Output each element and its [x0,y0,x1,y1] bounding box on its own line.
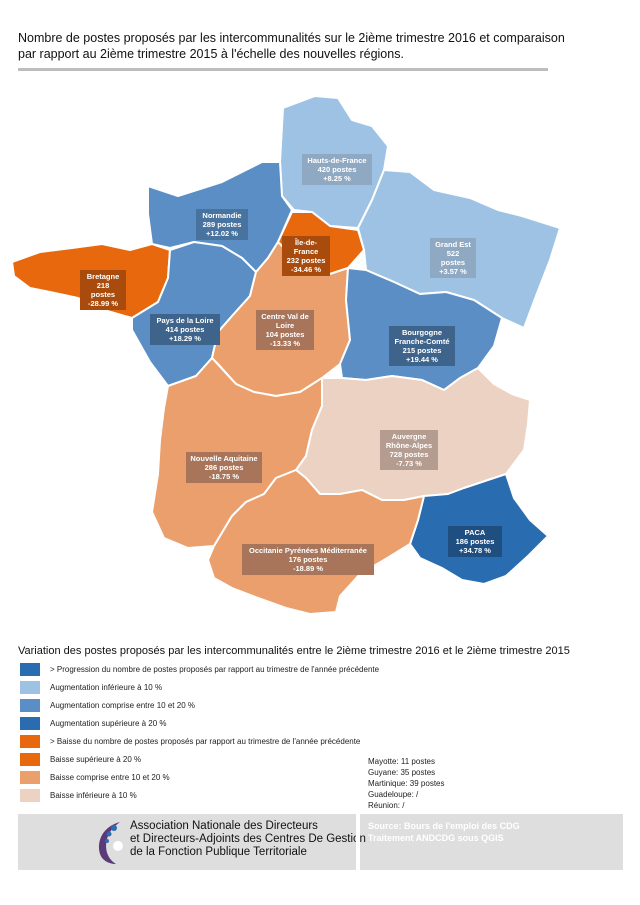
region-label-paca: PACA 186 postes +34.78 % [448,526,502,557]
association-name: Association Nationale des Directeurs et … [130,820,366,859]
legend-item: Baisse supérieure à 20 % [20,752,141,766]
region-name: Bourgogne Franche-Comté [394,328,450,346]
overseas-item: Martinique: 39 postes [368,779,445,788]
assoc-line: de la Fonction Publique Territoriale [130,846,307,858]
map-title: Nombre de postes proposés par les interc… [18,31,565,61]
region-variation: +19.44 % [406,355,438,364]
region-name: Nouvelle Aquitaine [190,454,258,463]
region-postes: 522 postes [440,249,466,267]
region-postes: 420 postes [317,165,357,174]
legend-label: Augmentation inférieure à 10 % [50,682,163,692]
region-postes: 728 postes [389,450,429,459]
legend-label: Baisse comprise entre 10 et 20 % [50,772,170,782]
legend-label: > Progression du nombre de postes propos… [50,664,380,674]
region-variation: +12.02 % [206,229,238,238]
region-postes: 176 postes [288,555,328,564]
region-label-auvergne-rhone-alpes: Auvergne Rhône-Alpes 728 postes -7.73 % [380,430,438,470]
region-variation: -13.33 % [269,339,301,348]
region-variation: -28.99 % [87,299,119,308]
region-label-nouvelle-aquitaine: Nouvelle Aquitaine 286 postes -18.75 % [186,452,262,483]
region-label-ile-de-france: Île-de-France 232 postes -34.46 % [282,236,330,276]
region-name: Île-de-France [293,238,319,256]
legend-label: Augmentation comprise entre 10 et 20 % [50,700,195,710]
region-postes: 414 postes [165,325,205,334]
region-label-hauts-de-france: Hauts-de-France 420 postes +8.25 % [302,154,372,185]
region-name: Pays de la Loire [156,316,214,325]
legend-swatch [20,770,40,784]
region-variation: +8.25 % [323,174,351,183]
region-label-bretagne: Bretagne 218 postes -28.99 % [80,270,126,310]
legend-swatch [20,716,40,730]
region-name: PACA [464,528,486,537]
legend-swatch [20,734,40,748]
legend-title: Variation des postes proposés par les in… [18,645,570,657]
region-name: Hauts-de-France [307,156,367,165]
region-variation: -34.46 % [290,265,322,274]
source-line: Traitement ANDCDG sous QGIS [368,833,504,843]
region-variation: +34.78 % [459,546,491,555]
region-name: Grand Est [435,240,471,249]
legend-label: Baisse inférieure à 10 % [50,790,137,800]
region-variation: -18.75 % [208,472,240,481]
legend-item: Augmentation comprise entre 10 et 20 % [20,698,195,712]
legend-label: > Baisse du nombre de postes proposés pa… [50,736,361,746]
region-variation: -7.73 % [396,459,422,468]
region-postes: 218 postes [90,281,116,299]
source-note: Source: Bours de l'emploi des CDG Traite… [368,820,520,844]
legend-item: Baisse comprise entre 10 et 20 % [20,770,170,784]
legend-item: Augmentation supérieure à 20 % [20,716,167,730]
region-label-normandie: Normandie 289 postes +12.02 % [196,209,248,240]
region-postes: 289 postes [202,220,242,229]
legend-item: Augmentation inférieure à 10 % [20,680,162,694]
legend-swatch [20,698,40,712]
legend-swatch [20,788,40,802]
footer: Association Nationale des Directeurs et … [18,814,623,870]
region-variation: +18.29 % [169,334,201,343]
region-occitanie[interactable] [207,469,425,615]
overseas-item: Guadeloupe: / [368,790,419,799]
region-name: Bretagne [86,272,120,281]
region-postes: 215 postes [402,346,442,355]
assoc-line: Association Nationale des Directeurs [130,820,318,832]
region-name: Auvergne Rhône-Alpes [385,432,433,450]
legend-label: Augmentation supérieure à 20 % [50,718,167,728]
legend-swatch [20,680,40,694]
region-label-pays-de-la-loire: Pays de la Loire 414 postes +18.29 % [150,314,220,345]
region-postes: 104 postes [265,330,305,339]
region-postes: 286 postes [204,463,244,472]
legend-swatch [20,662,40,676]
region-variation: -18.89 % [292,564,324,573]
region-variation: +3.57 % [439,267,467,276]
legend-swatch [20,752,40,766]
legend-item: > Baisse du nombre de postes proposés pa… [20,734,360,748]
andcdg-logo-icon [98,822,123,864]
region-label-bourgogne-franche-comte: Bourgogne Franche-Comté 215 postes +19.4… [389,326,455,366]
legend-item: > Progression du nombre de postes propos… [20,662,379,676]
region-postes: 186 postes [455,537,495,546]
title-underline [18,68,548,71]
assoc-line: et Directeurs-Adjoints des Centres De Ge… [130,833,366,845]
overseas-list: Mayotte: 11 postes Guyane: 35 postes Mar… [368,756,445,811]
overseas-item: Réunion: / [368,801,405,810]
legend-item: Baisse inférieure à 10 % [20,788,137,802]
region-label-centre-val-de-loire: Centre Val de Loire 104 postes -13.33 % [256,310,314,350]
region-postes: 232 postes [286,256,326,265]
overseas-item: Guyane: 35 postes [368,768,436,777]
legend-label: Baisse supérieure à 20 % [50,754,142,764]
overseas-item: Mayotte: 11 postes [368,757,435,766]
region-name: Centre Val de Loire [261,312,309,330]
region-name: Normandie [202,211,242,220]
region-label-occitanie: Occitanie Pyrénées Méditerranée 176 post… [242,544,374,575]
footer-separator [356,814,360,870]
region-name: Occitanie Pyrénées Méditerranée [249,546,367,555]
source-line: Source: Bours de l'emploi des CDG [368,821,520,831]
region-label-grand-est: Grand Est 522 postes +3.57 % [430,238,476,278]
